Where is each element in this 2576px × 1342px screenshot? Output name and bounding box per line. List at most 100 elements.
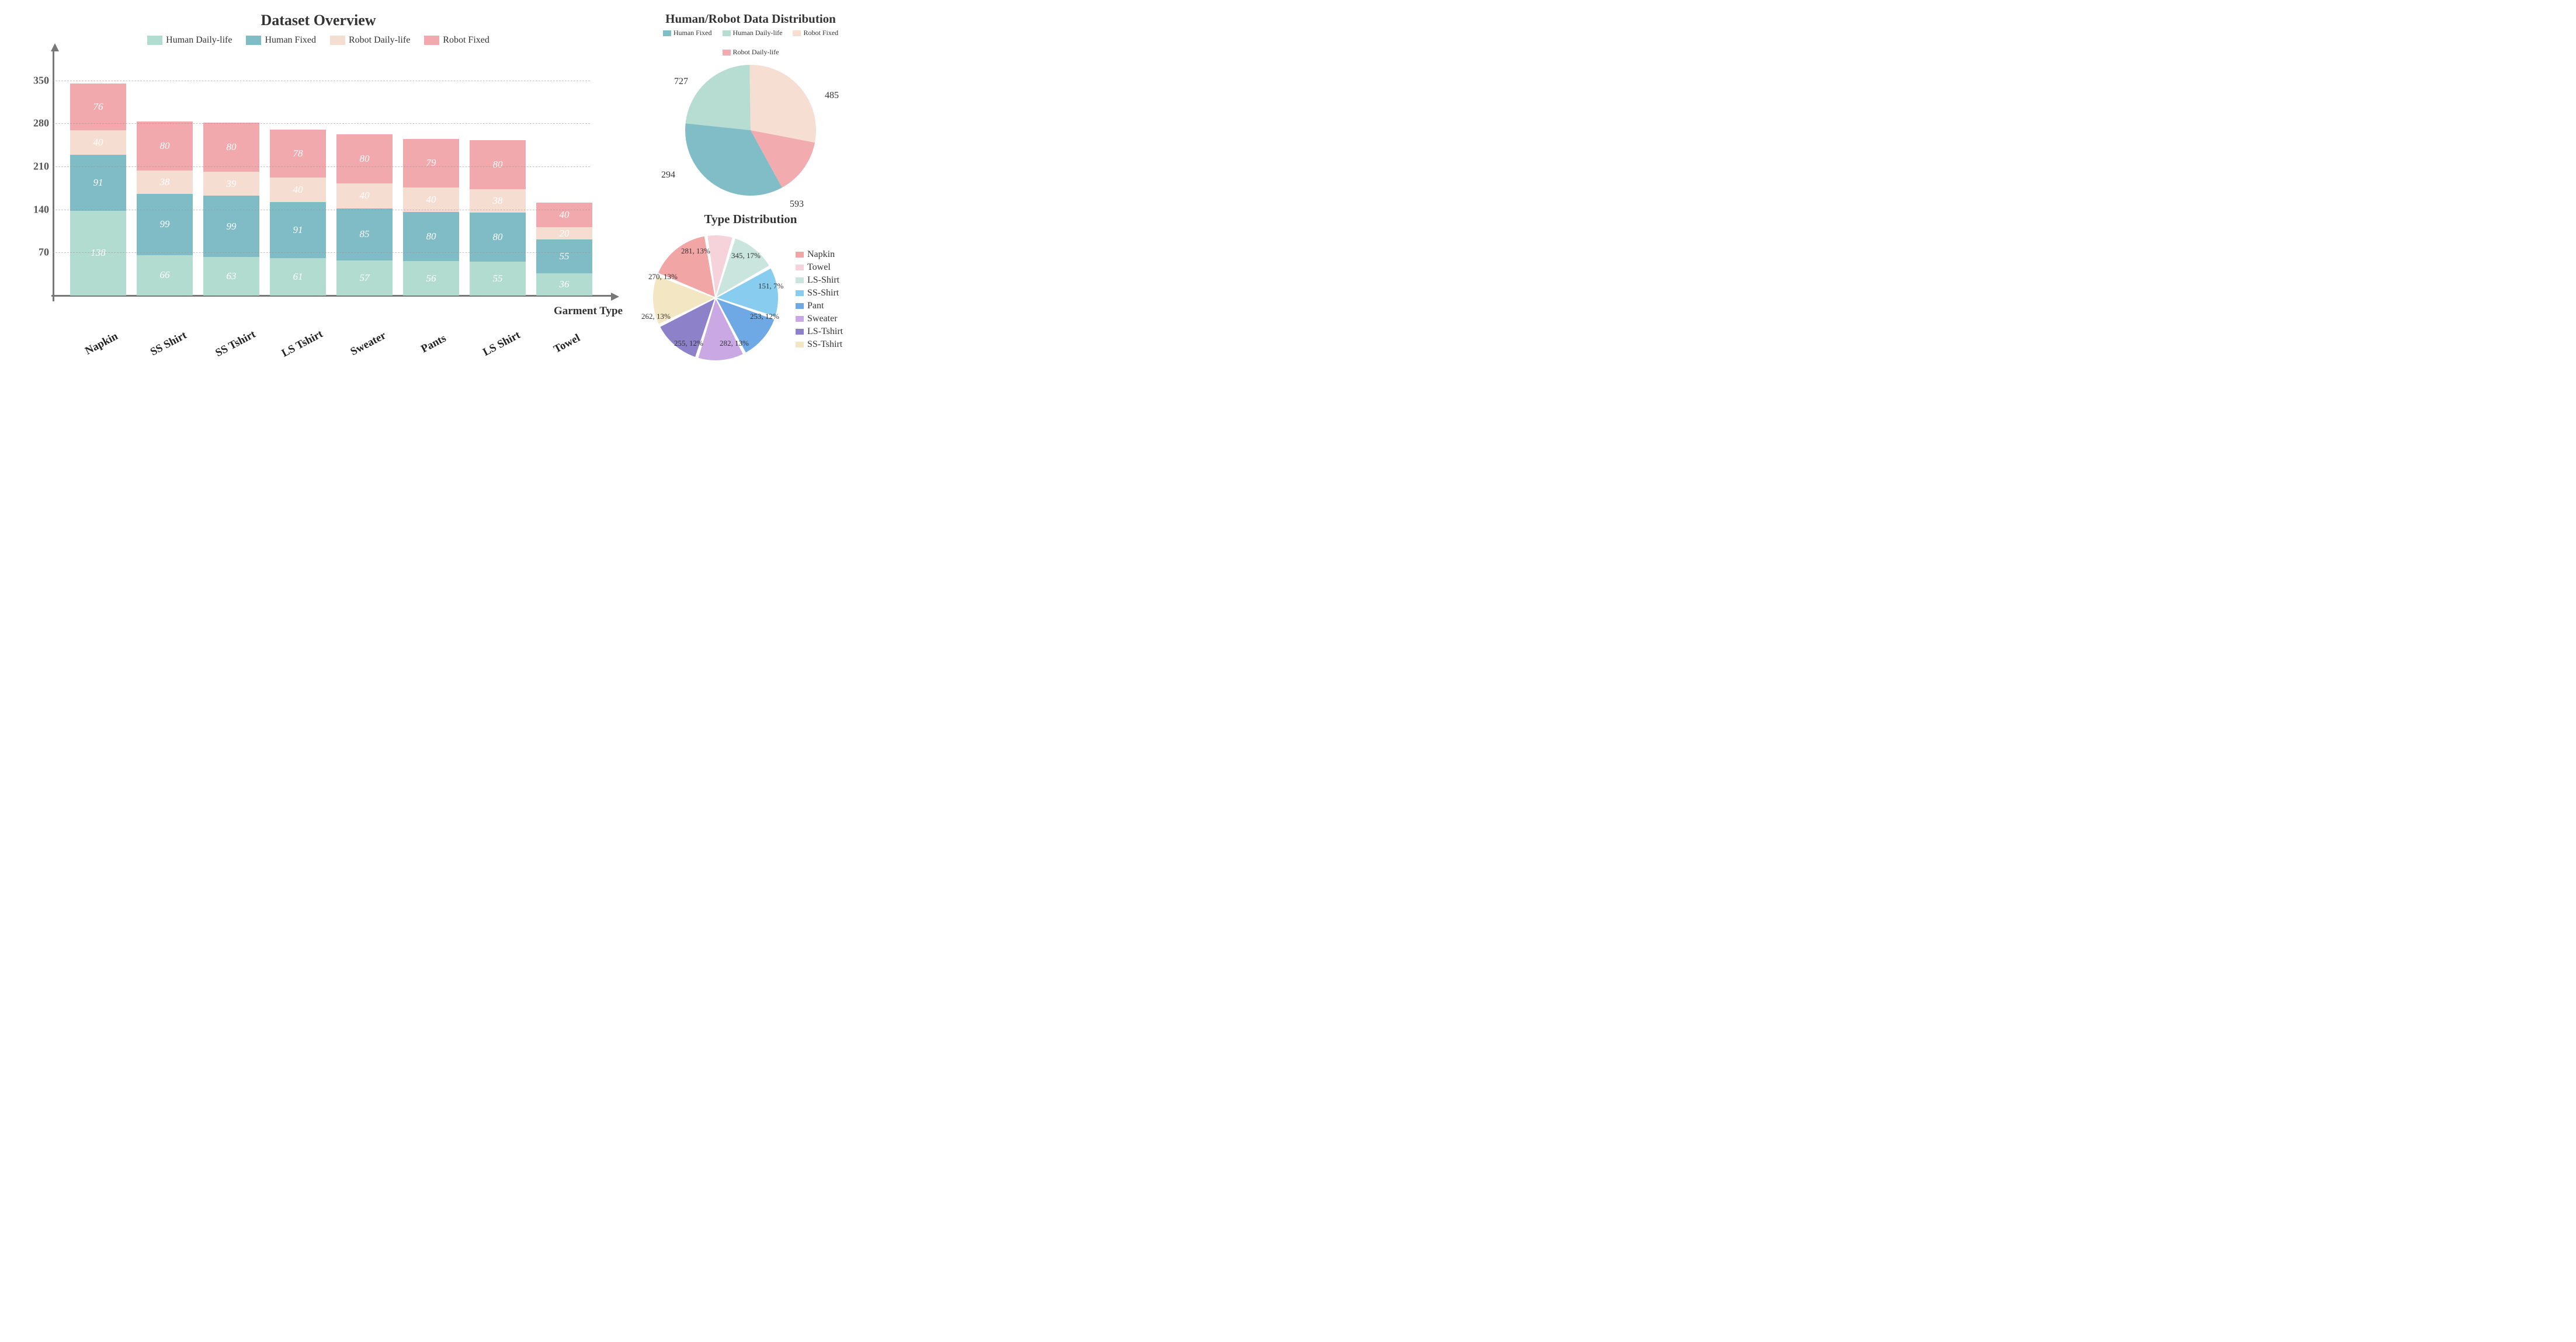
- bar-segment: 99: [137, 194, 193, 255]
- pie2-slice-value: 151: [758, 281, 770, 290]
- bar-segment-value: 99: [227, 221, 237, 232]
- bar-segment-value: 91: [293, 224, 303, 236]
- bars-row: 138914076Napkin66993880SS Shirt63993980S…: [53, 62, 590, 295]
- legend-swatch: [796, 290, 804, 296]
- pie2-slice-value: 281: [681, 246, 693, 255]
- legend-swatch: [723, 30, 731, 36]
- bar-chart-title: Dataset Overview: [12, 12, 625, 29]
- y-tick-label: 210: [28, 160, 49, 172]
- legend-swatch: [796, 316, 804, 322]
- y-tick-label: 140: [28, 203, 49, 215]
- bar-column: 138914076Napkin: [70, 84, 126, 295]
- legend-label: Robot Daily-life: [733, 48, 779, 57]
- legend-swatch: [796, 342, 804, 347]
- pie2-slice-value: 270: [648, 272, 660, 281]
- y-axis-arrow-icon: [51, 43, 59, 51]
- bar-segment: 80: [403, 212, 459, 261]
- legend-label: Robot Fixed: [803, 29, 838, 37]
- pie2-legend: NapkinTowelLS-ShirtSS-ShirtPantSweaterLS…: [796, 249, 843, 350]
- pie2-slice-pct: 13%: [735, 339, 749, 347]
- grid-line: [53, 123, 590, 124]
- legend-label: Human Daily-life: [733, 29, 783, 37]
- pie1-title: Human/Robot Data Distribution: [643, 12, 859, 26]
- bar-segment: 79: [403, 139, 459, 187]
- pie2-slice-label: 281, 13%: [681, 246, 710, 256]
- pie1-slice-label: 593: [790, 199, 804, 210]
- bar-legend-item: Robot Daily-life: [330, 35, 410, 46]
- grid-line: [53, 166, 590, 167]
- legend-label: SS-Tshirt: [807, 339, 842, 350]
- pie2-slice-label: 282, 13%: [720, 339, 749, 348]
- x-category-label: Sweater: [348, 329, 388, 359]
- legend-label: LS-Shirt: [807, 275, 839, 286]
- bar-segment-value: 80: [227, 141, 237, 153]
- legend-swatch: [796, 265, 804, 270]
- bar-segment: 80: [470, 213, 526, 262]
- x-category-label: SS Shirt: [148, 329, 189, 359]
- pie2-slice-pct: 13%: [657, 312, 671, 321]
- bar-segment-value: 76: [93, 101, 103, 113]
- bar-segment: 63: [203, 257, 259, 295]
- bar-segment: 55: [536, 239, 592, 273]
- x-axis-arrow-icon: [611, 293, 619, 301]
- grid-line: [53, 252, 590, 253]
- y-tick-label: 280: [28, 117, 49, 130]
- bar-legend-item: Human Daily-life: [147, 35, 232, 46]
- pie1-legend-item: Human Fixed: [663, 29, 712, 37]
- bar-segment-value: 55: [493, 273, 503, 284]
- bar-segment-value: 57: [360, 272, 370, 284]
- legend-label: Human Fixed: [265, 35, 316, 46]
- bar-segment: 36: [536, 273, 592, 295]
- bar-column: 61914078LS Tshirt: [270, 130, 326, 295]
- plot-area: 138914076Napkin66993880SS Shirt63993980S…: [53, 62, 590, 295]
- bar-segment-value: 99: [160, 218, 170, 230]
- pie2-slice-pct: 7%: [773, 281, 783, 290]
- pie2-legend-item: LS-Tshirt: [796, 326, 843, 337]
- bar-segment: 38: [137, 171, 193, 194]
- bar-segment: 80: [336, 134, 393, 183]
- bar-segment-value: 85: [360, 228, 370, 240]
- pie2-slice-label: 262, 13%: [641, 312, 671, 321]
- legend-swatch: [424, 36, 439, 45]
- bar-segment: 40: [536, 203, 592, 227]
- bar-segment-value: 40: [293, 184, 303, 196]
- legend-label: Robot Fixed: [443, 35, 489, 46]
- pie2-slice-pct: 17%: [747, 251, 761, 260]
- legend-label: Pant: [807, 301, 824, 311]
- x-category-label: Napkin: [83, 330, 120, 358]
- pie2-slice-pct: 13%: [696, 246, 710, 255]
- bar-segment: 40: [270, 178, 326, 202]
- legend-label: Human Fixed: [673, 29, 712, 37]
- bar-segment-value: 20: [560, 228, 570, 239]
- bar-segment-value: 38: [160, 176, 170, 188]
- legend-swatch: [663, 30, 671, 36]
- bar-segment: 20: [536, 227, 592, 239]
- pie2-legend-item: SS-Shirt: [796, 288, 843, 298]
- bar-column: 56804079Pants: [403, 139, 459, 295]
- pie1-legend-item: Robot Daily-life: [723, 48, 779, 57]
- bar-segment-value: 36: [560, 279, 570, 290]
- legend-swatch: [796, 329, 804, 335]
- bar-column: 57854080Sweater: [336, 134, 393, 295]
- bar-segment: 99: [203, 196, 259, 256]
- bar-segment: 55: [470, 262, 526, 295]
- bar-segment-value: 56: [426, 273, 436, 284]
- pie2-legend-item: SS-Tshirt: [796, 339, 843, 350]
- pie2-slice-value: 255: [674, 339, 686, 347]
- bar-segment-value: 38: [493, 195, 503, 207]
- pie1-legend-item: Robot Fixed: [793, 29, 838, 37]
- pie1-slice-label: 485: [825, 91, 839, 101]
- x-category-label: SS Tshirt: [213, 328, 258, 360]
- pie2-slice-value: 253: [750, 312, 762, 321]
- pie1-slice-label: 294: [661, 170, 675, 180]
- pie2-legend-item: Sweater: [796, 314, 843, 324]
- legend-swatch: [723, 50, 731, 55]
- bar-column: 55803880LS Shirt: [470, 140, 526, 295]
- pie1-section: Human/Robot Data Distribution Human Fixe…: [643, 12, 859, 210]
- legend-label: SS-Shirt: [807, 288, 839, 298]
- y-tick-label: 70: [28, 246, 49, 259]
- pie2-slice-label: 253, 12%: [750, 312, 779, 321]
- y-tick-label: 350: [28, 74, 49, 86]
- legend-swatch: [796, 303, 804, 309]
- pie2-slice-value: 262: [641, 312, 653, 321]
